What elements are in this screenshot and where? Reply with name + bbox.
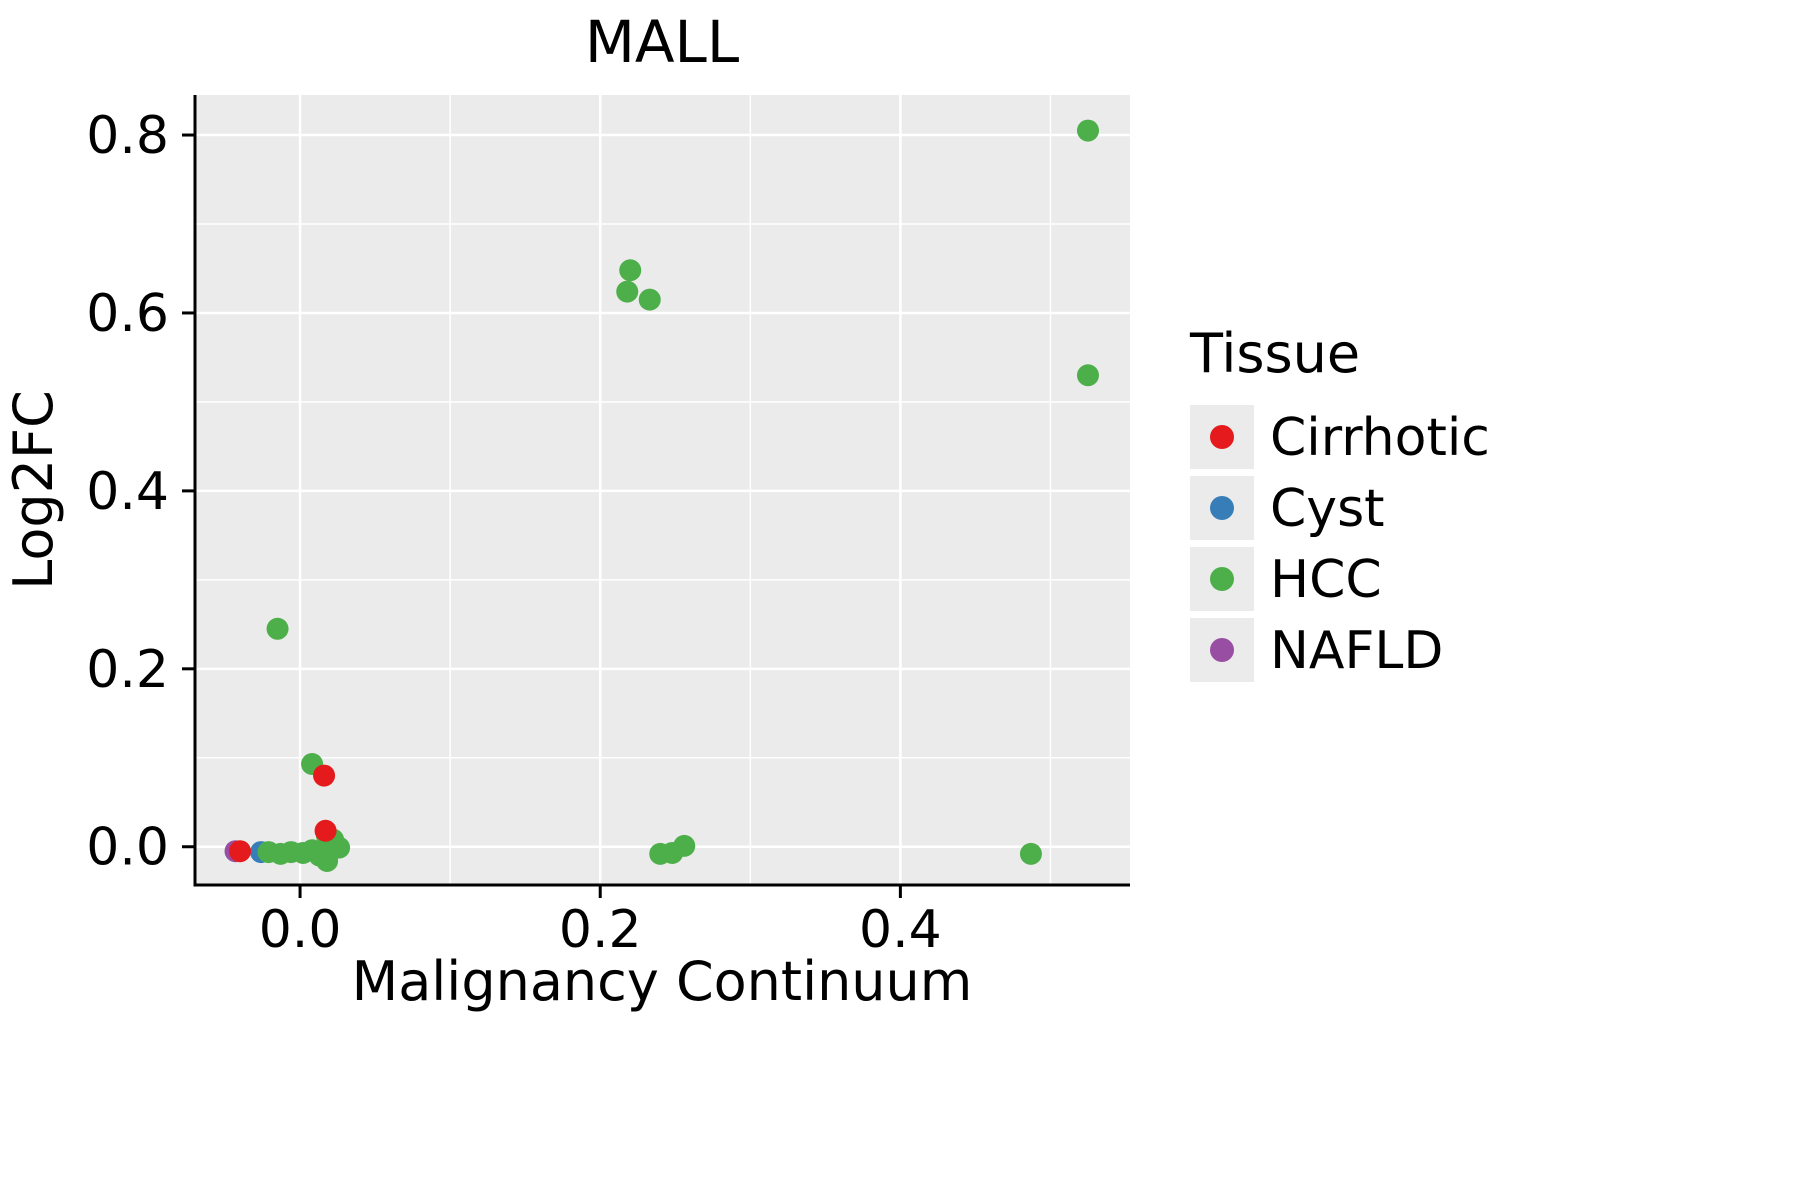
y-tick-label: 0.2 xyxy=(86,640,169,700)
data-point-cirrhotic xyxy=(229,840,252,863)
data-point-hcc xyxy=(673,834,696,857)
data-point-hcc xyxy=(1019,842,1042,865)
legend: Tissue Cirrhotic Cyst HCC NAFLD xyxy=(1189,322,1490,682)
legend-label-nafld: NAFLD xyxy=(1270,621,1443,681)
legend-key-dot-hcc xyxy=(1210,567,1234,591)
data-point-cirrhotic xyxy=(313,764,336,787)
axis-lines xyxy=(193,95,1130,887)
legend-items: Cirrhotic Cyst HCC NAFLD xyxy=(1190,405,1490,682)
x-tick-label: 0.2 xyxy=(559,900,642,960)
y-tick-label: 0.8 xyxy=(86,106,169,166)
x-tick-label: 0.4 xyxy=(859,900,942,960)
legend-label-cyst: Cyst xyxy=(1270,479,1385,539)
x-axis-label: Malignancy Continuum xyxy=(352,950,973,1013)
x-tick-label: 0.0 xyxy=(259,900,342,960)
data-point-hcc xyxy=(1076,119,1099,142)
legend-title: Tissue xyxy=(1189,322,1360,385)
y-axis-label: Log2FC xyxy=(2,390,65,590)
data-point-hcc xyxy=(1076,364,1099,387)
chart-title: MALL xyxy=(585,8,739,76)
data-point-hcc xyxy=(616,280,639,303)
data-point-hcc xyxy=(619,259,642,282)
y-tick-label: 0.6 xyxy=(86,284,169,344)
legend-key-dot-cirrhotic xyxy=(1210,425,1234,449)
axis-ticks: 0.0 0.2 0.4 0.0 0.2 0.4 0.6 0.8 xyxy=(86,106,941,960)
scatter-points xyxy=(224,119,1099,872)
y-tick-label: 0.0 xyxy=(86,818,169,878)
data-point-hcc xyxy=(638,288,661,311)
y-tick-label: 0.4 xyxy=(86,462,169,522)
data-point-cirrhotic xyxy=(314,819,337,842)
legend-label-hcc: HCC xyxy=(1270,550,1382,610)
legend-key-dot-cyst xyxy=(1210,496,1234,520)
legend-key-dot-nafld xyxy=(1210,638,1234,662)
legend-label-cirrhotic: Cirrhotic xyxy=(1270,408,1490,468)
data-point-hcc xyxy=(266,617,289,640)
data-point-hcc xyxy=(328,836,351,859)
